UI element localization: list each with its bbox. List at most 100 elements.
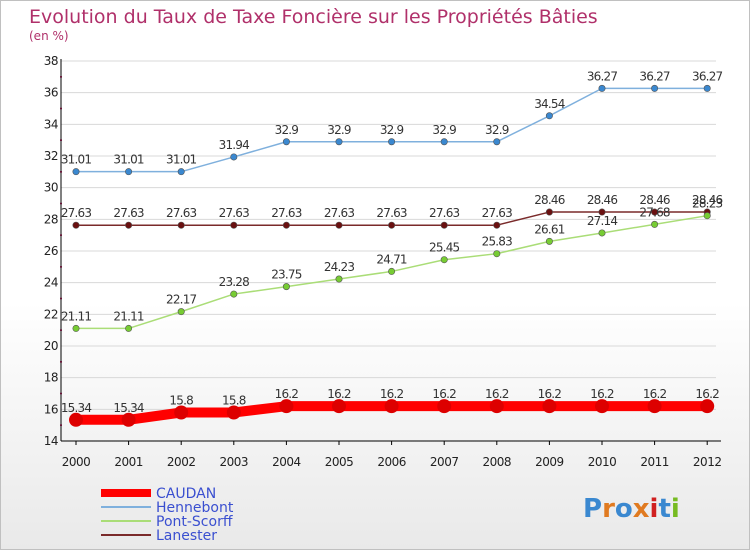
y-tick-label: 22 xyxy=(44,307,58,321)
data-label: 15.8 xyxy=(169,394,193,408)
y-tick-label: 30 xyxy=(44,181,58,195)
data-labels: 15.34 15.34 15.8 15.8 16.2 16.2 16.2 16.2 16.2 16… xyxy=(61,69,724,415)
x-tick-label: 2010 xyxy=(588,455,617,469)
data-label: 16.2 xyxy=(643,387,667,401)
data-label: 16.2 xyxy=(538,387,562,401)
data-point xyxy=(493,250,501,258)
data-point xyxy=(125,221,133,229)
data-point xyxy=(437,399,452,414)
chart-subtitle: (en %) xyxy=(29,29,69,43)
data-label: 32.9 xyxy=(485,123,509,137)
logo-letter: i xyxy=(650,494,659,524)
data-label: 28.46 xyxy=(692,193,723,207)
data-point xyxy=(174,405,189,420)
x-tick-label: 2012 xyxy=(693,455,722,469)
data-label: 31.01 xyxy=(166,153,197,167)
chart-title: Evolution du Taux de Taxe Foncière sur l… xyxy=(29,6,598,28)
gridlines xyxy=(61,60,716,410)
data-point xyxy=(332,399,346,414)
data-point xyxy=(598,229,606,237)
data-label: 15.8 xyxy=(222,394,246,408)
data-label: 28.46 xyxy=(587,193,618,207)
data-point xyxy=(647,399,662,414)
data-point xyxy=(335,138,343,146)
data-point xyxy=(72,168,80,176)
data-point xyxy=(282,283,290,291)
logo-letter: P xyxy=(583,494,602,524)
data-point xyxy=(282,138,290,146)
data-point xyxy=(335,221,343,229)
data-point xyxy=(388,138,396,146)
series-lines xyxy=(69,84,715,427)
proxiti-logo: Proxiti xyxy=(583,494,680,524)
data-point xyxy=(388,267,396,275)
axes xyxy=(60,59,721,445)
data-point xyxy=(388,221,396,229)
data-label: 31.94 xyxy=(219,138,250,152)
data-point xyxy=(440,256,448,264)
data-point xyxy=(598,208,606,216)
data-point xyxy=(72,221,80,229)
data-point xyxy=(282,221,290,229)
data-label: 32.9 xyxy=(327,123,351,137)
x-tick-label: 2000 xyxy=(62,455,91,469)
legend-label: Hennebont xyxy=(156,500,234,516)
data-label: 32.9 xyxy=(275,123,299,137)
data-label: 32.9 xyxy=(432,123,456,137)
y-tick-label: 38 xyxy=(44,54,58,68)
y-tick-label: 16 xyxy=(44,402,58,416)
data-point xyxy=(493,138,501,146)
data-label: 23.75 xyxy=(271,268,302,282)
data-point xyxy=(230,290,238,298)
data-label: 27.63 xyxy=(61,206,92,220)
data-label: 16.2 xyxy=(432,387,456,401)
y-tick-label: 32 xyxy=(44,149,58,163)
data-label: 27.63 xyxy=(482,206,513,220)
data-label: 27.63 xyxy=(376,206,407,220)
data-label: 26.61 xyxy=(534,222,565,236)
data-point xyxy=(335,275,343,283)
data-label: 28.23 xyxy=(692,197,723,211)
data-point xyxy=(595,399,609,414)
data-point xyxy=(651,208,659,216)
data-label: 24.23 xyxy=(324,260,355,274)
data-label: 27.63 xyxy=(324,206,355,220)
y-tick-label: 34 xyxy=(44,117,58,131)
data-point xyxy=(69,412,83,427)
data-point xyxy=(226,405,241,420)
logo-letter: t xyxy=(658,494,670,524)
y-tick-label: 14 xyxy=(44,434,58,448)
data-point xyxy=(125,324,133,332)
data-label: 22.17 xyxy=(166,293,197,307)
data-point xyxy=(384,399,399,414)
svg-text:Proxiti: Proxiti xyxy=(583,494,680,524)
data-point xyxy=(703,212,711,220)
legend-label: Pont-Scorff xyxy=(156,514,233,530)
data-point xyxy=(230,153,238,161)
logo-letter: o xyxy=(615,494,633,524)
data-label: 15.34 xyxy=(113,401,144,415)
data-point xyxy=(651,84,659,92)
data-point xyxy=(177,308,185,316)
data-point xyxy=(125,168,133,176)
data-point xyxy=(440,221,448,229)
data-label: 31.01 xyxy=(61,153,92,167)
data-label: 25.45 xyxy=(429,241,460,255)
x-axis-ticks: 2000 2001 2002 2003 2004 2005 2006 2007 2008 2009… xyxy=(62,455,722,469)
data-point xyxy=(700,399,715,414)
data-point xyxy=(598,84,606,92)
data-point xyxy=(545,208,553,216)
x-tick-label: 2009 xyxy=(535,455,564,469)
data-label: 25.83 xyxy=(482,235,513,249)
data-point xyxy=(177,168,185,176)
data-label: 32.9 xyxy=(380,123,404,137)
data-label: 27.63 xyxy=(271,206,302,220)
x-tick-label: 2002 xyxy=(167,455,196,469)
logo-letter: i xyxy=(671,494,680,524)
legend-label: CAUDAN xyxy=(156,486,216,502)
data-label: 21.11 xyxy=(113,309,144,323)
data-point xyxy=(545,237,553,245)
logo-letter: x xyxy=(633,494,650,524)
